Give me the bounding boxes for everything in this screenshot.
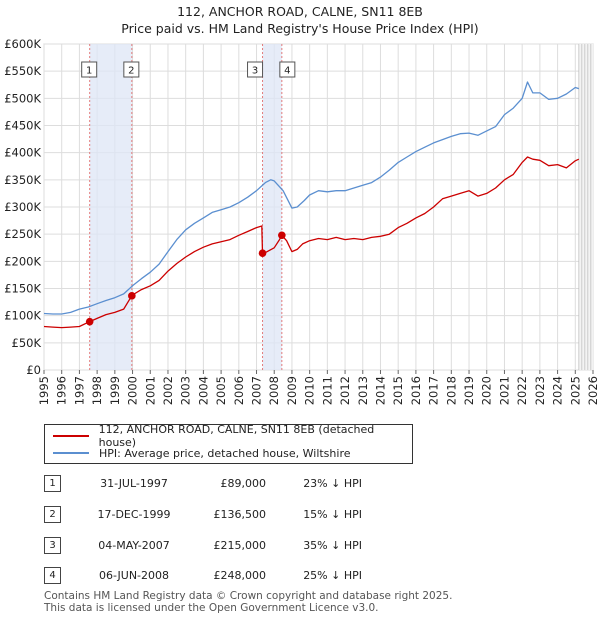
- y-tick-label: £350K: [4, 173, 41, 187]
- chart-subtitle: Price paid vs. HM Land Registry's House …: [121, 21, 479, 36]
- transaction-row: 3 04-MAY-2007 £215,000 35% ↓ HPI: [44, 537, 464, 555]
- x-tick-label: 2012: [338, 376, 352, 405]
- x-tick-label: 2002: [161, 376, 175, 405]
- transaction-date: 31-JUL-1997: [100, 477, 168, 490]
- x-tick-label: 2019: [462, 376, 476, 405]
- marker-box: [81, 61, 98, 78]
- legend-label-property: 112, ANCHOR ROAD, CALNE, SN11 8EB (detac…: [98, 423, 375, 449]
- legend-swatch-hpi: [53, 452, 89, 454]
- sale-point: [128, 292, 136, 300]
- transaction-price: £136,500: [213, 508, 267, 521]
- footer-licence: This data is licensed under the Open Gov…: [44, 602, 379, 614]
- transaction-price: £248,000: [213, 569, 267, 582]
- transaction-number: 4: [44, 567, 61, 584]
- marker-label: 1: [86, 66, 92, 77]
- x-tick-label: 2001: [143, 376, 157, 405]
- transaction-hpi: 15% ↓ HPI: [303, 508, 362, 521]
- sale-point: [278, 231, 286, 240]
- transaction-row: 4 06-JUN-2008 £248,000 25% ↓ HPI: [44, 567, 464, 585]
- transaction-price: £215,000: [213, 539, 267, 552]
- x-tick-label: 2018: [444, 376, 458, 405]
- x-tick-label: 1999: [108, 376, 122, 405]
- legend-item-property: 112, ANCHOR ROAD, CALNE, SN11 8EB (detac…: [53, 423, 412, 449]
- x-tick-label: 2004: [196, 376, 210, 405]
- x-tick-label: 2000: [126, 376, 140, 405]
- x-tick-label: 1996: [55, 376, 69, 405]
- shaded-range: [262, 44, 282, 370]
- transaction-number: 2: [44, 506, 61, 523]
- x-tick-label: 2009: [285, 376, 299, 405]
- marker-box: [247, 61, 264, 78]
- x-tick-label: 2007: [250, 376, 264, 405]
- x-tick-label: 2010: [303, 376, 317, 405]
- x-tick-label: 1997: [72, 376, 86, 405]
- y-tick-label: £300K: [4, 200, 41, 214]
- transaction-date: 06-JUN-2008: [98, 569, 170, 582]
- y-tick-label: £450K: [4, 119, 41, 133]
- sale-point: [85, 317, 94, 326]
- x-tick-label: 1995: [37, 376, 51, 405]
- x-tick-label: 2003: [179, 376, 193, 405]
- y-tick-label: £100K: [4, 309, 41, 323]
- x-tick-label: 1998: [90, 376, 104, 405]
- y-tick-label: £250K: [4, 227, 41, 241]
- x-tick-label: 2013: [356, 376, 370, 405]
- y-tick-label: £400K: [4, 146, 41, 160]
- x-tick-label: 2016: [409, 376, 423, 405]
- x-tick-label: 2017: [427, 376, 441, 405]
- x-tick-label: 2014: [373, 376, 387, 405]
- x-tick-label: 2025: [568, 376, 582, 405]
- chart-legend: 112, ANCHOR ROAD, CALNE, SN11 8EB (detac…: [44, 423, 413, 464]
- x-tick-label: 2022: [515, 376, 529, 405]
- x-tick-label: 2020: [480, 376, 494, 405]
- transaction-hpi: 35% ↓ HPI: [303, 539, 362, 552]
- x-tick-label: 2015: [391, 376, 405, 405]
- transaction-number: 1: [44, 475, 61, 492]
- projection-region: [578, 44, 593, 370]
- sale-point: [258, 249, 267, 257]
- legend-swatch-property: [53, 435, 89, 437]
- marker-label: 2: [128, 66, 134, 77]
- y-tick-label: £500K: [4, 91, 41, 105]
- y-tick-label: £600K: [4, 37, 41, 51]
- x-tick-label: 2005: [214, 376, 228, 405]
- transaction-row: 2 17-DEC-1999 £136,500 15% ↓ HPI: [44, 506, 464, 524]
- marker-box: [123, 61, 140, 78]
- y-tick-label: £150K: [4, 282, 41, 296]
- y-tick-label: £200K: [4, 254, 41, 268]
- x-tick-label: 2006: [232, 376, 246, 405]
- transaction-number: 3: [44, 537, 61, 554]
- shaded-range: [89, 44, 132, 370]
- transaction-price: £89,000: [220, 477, 267, 490]
- y-tick-label: £550K: [4, 64, 41, 78]
- x-tick-label: 2021: [497, 376, 511, 405]
- price-chart: £0 £50K £100K £150K £200K £250K £300K £350K £400…: [4, 37, 600, 405]
- transaction-date: 17-DEC-1999: [97, 508, 171, 521]
- x-tick-label: 2011: [320, 376, 334, 405]
- chart-title: 112, ANCHOR ROAD, CALNE, SN11 8EB: [177, 4, 423, 19]
- marker-label: 4: [284, 66, 290, 77]
- transaction-row: 1 31-JUL-1997 £89,000 23% ↓ HPI: [44, 475, 464, 493]
- transaction-hpi: 25% ↓ HPI: [303, 569, 362, 582]
- marker-label: 3: [252, 66, 258, 77]
- x-tick-label: 2008: [267, 376, 281, 405]
- series-line-hpi: [43, 81, 579, 315]
- x-tick-label: 2023: [533, 376, 547, 405]
- x-tick-label: 2026: [586, 376, 600, 405]
- x-tick-label: 2024: [551, 376, 565, 405]
- footer-copyright: Contains HM Land Registry data © Crown c…: [44, 590, 453, 602]
- y-tick-label: £0: [26, 363, 41, 377]
- legend-item-hpi: HPI: Average price, detached house, Wilt…: [53, 445, 351, 461]
- transaction-date: 04-MAY-2007: [98, 539, 170, 552]
- series-line-property: [43, 156, 580, 329]
- y-tick-label: £50K: [12, 336, 42, 350]
- transaction-hpi: 23% ↓ HPI: [303, 477, 362, 490]
- marker-box: [279, 61, 296, 78]
- legend-label-hpi: HPI: Average price, detached house, Wilt…: [99, 446, 351, 460]
